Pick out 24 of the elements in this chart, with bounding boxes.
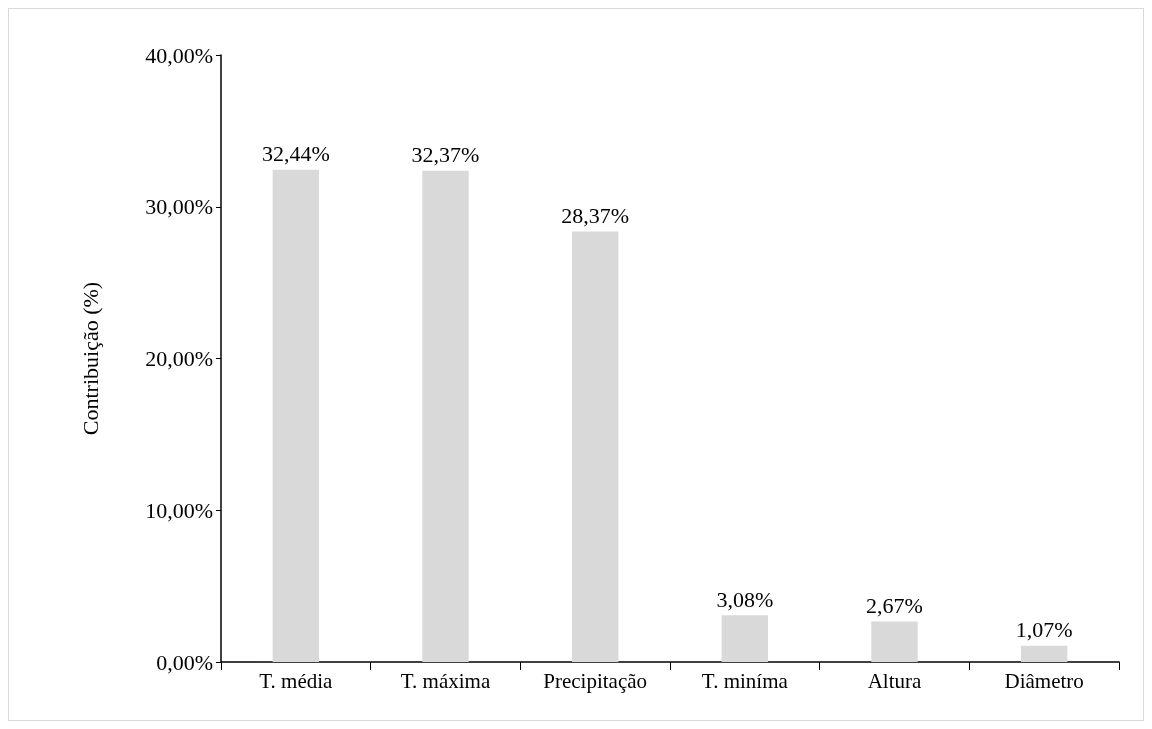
y-tick-label: 30,00%: [145, 194, 213, 220]
x-tick-label: Diâmetro: [1004, 668, 1084, 693]
y-axis-title: Contribuição (%): [77, 281, 103, 436]
bar: [1020, 645, 1068, 662]
data-label: 2,67%: [866, 592, 923, 618]
x-tick-label: Altura: [867, 668, 922, 693]
bar: [721, 615, 769, 662]
data-label: 3,08%: [716, 586, 774, 612]
x-tick-label: Precipitação: [543, 668, 648, 693]
bar: [571, 231, 619, 662]
data-label: 32,44%: [261, 141, 330, 167]
bar: [272, 169, 320, 662]
data-label: 1,07%: [1015, 617, 1073, 643]
x-tick-label: T. miníma: [701, 668, 789, 693]
data-label: 32,37%: [411, 142, 480, 168]
bar: [422, 170, 469, 662]
y-tick-label: 10,00%: [145, 497, 213, 523]
x-tick-label: T. máxima: [400, 668, 491, 693]
data-label: 28,37%: [561, 202, 630, 228]
x-tick-label: T. média: [259, 668, 334, 693]
bar: [871, 621, 918, 662]
y-tick-label: 0,00%: [156, 649, 213, 675]
y-tick-label: 40,00%: [145, 42, 213, 68]
y-tick-label: 20,00%: [145, 346, 213, 371]
